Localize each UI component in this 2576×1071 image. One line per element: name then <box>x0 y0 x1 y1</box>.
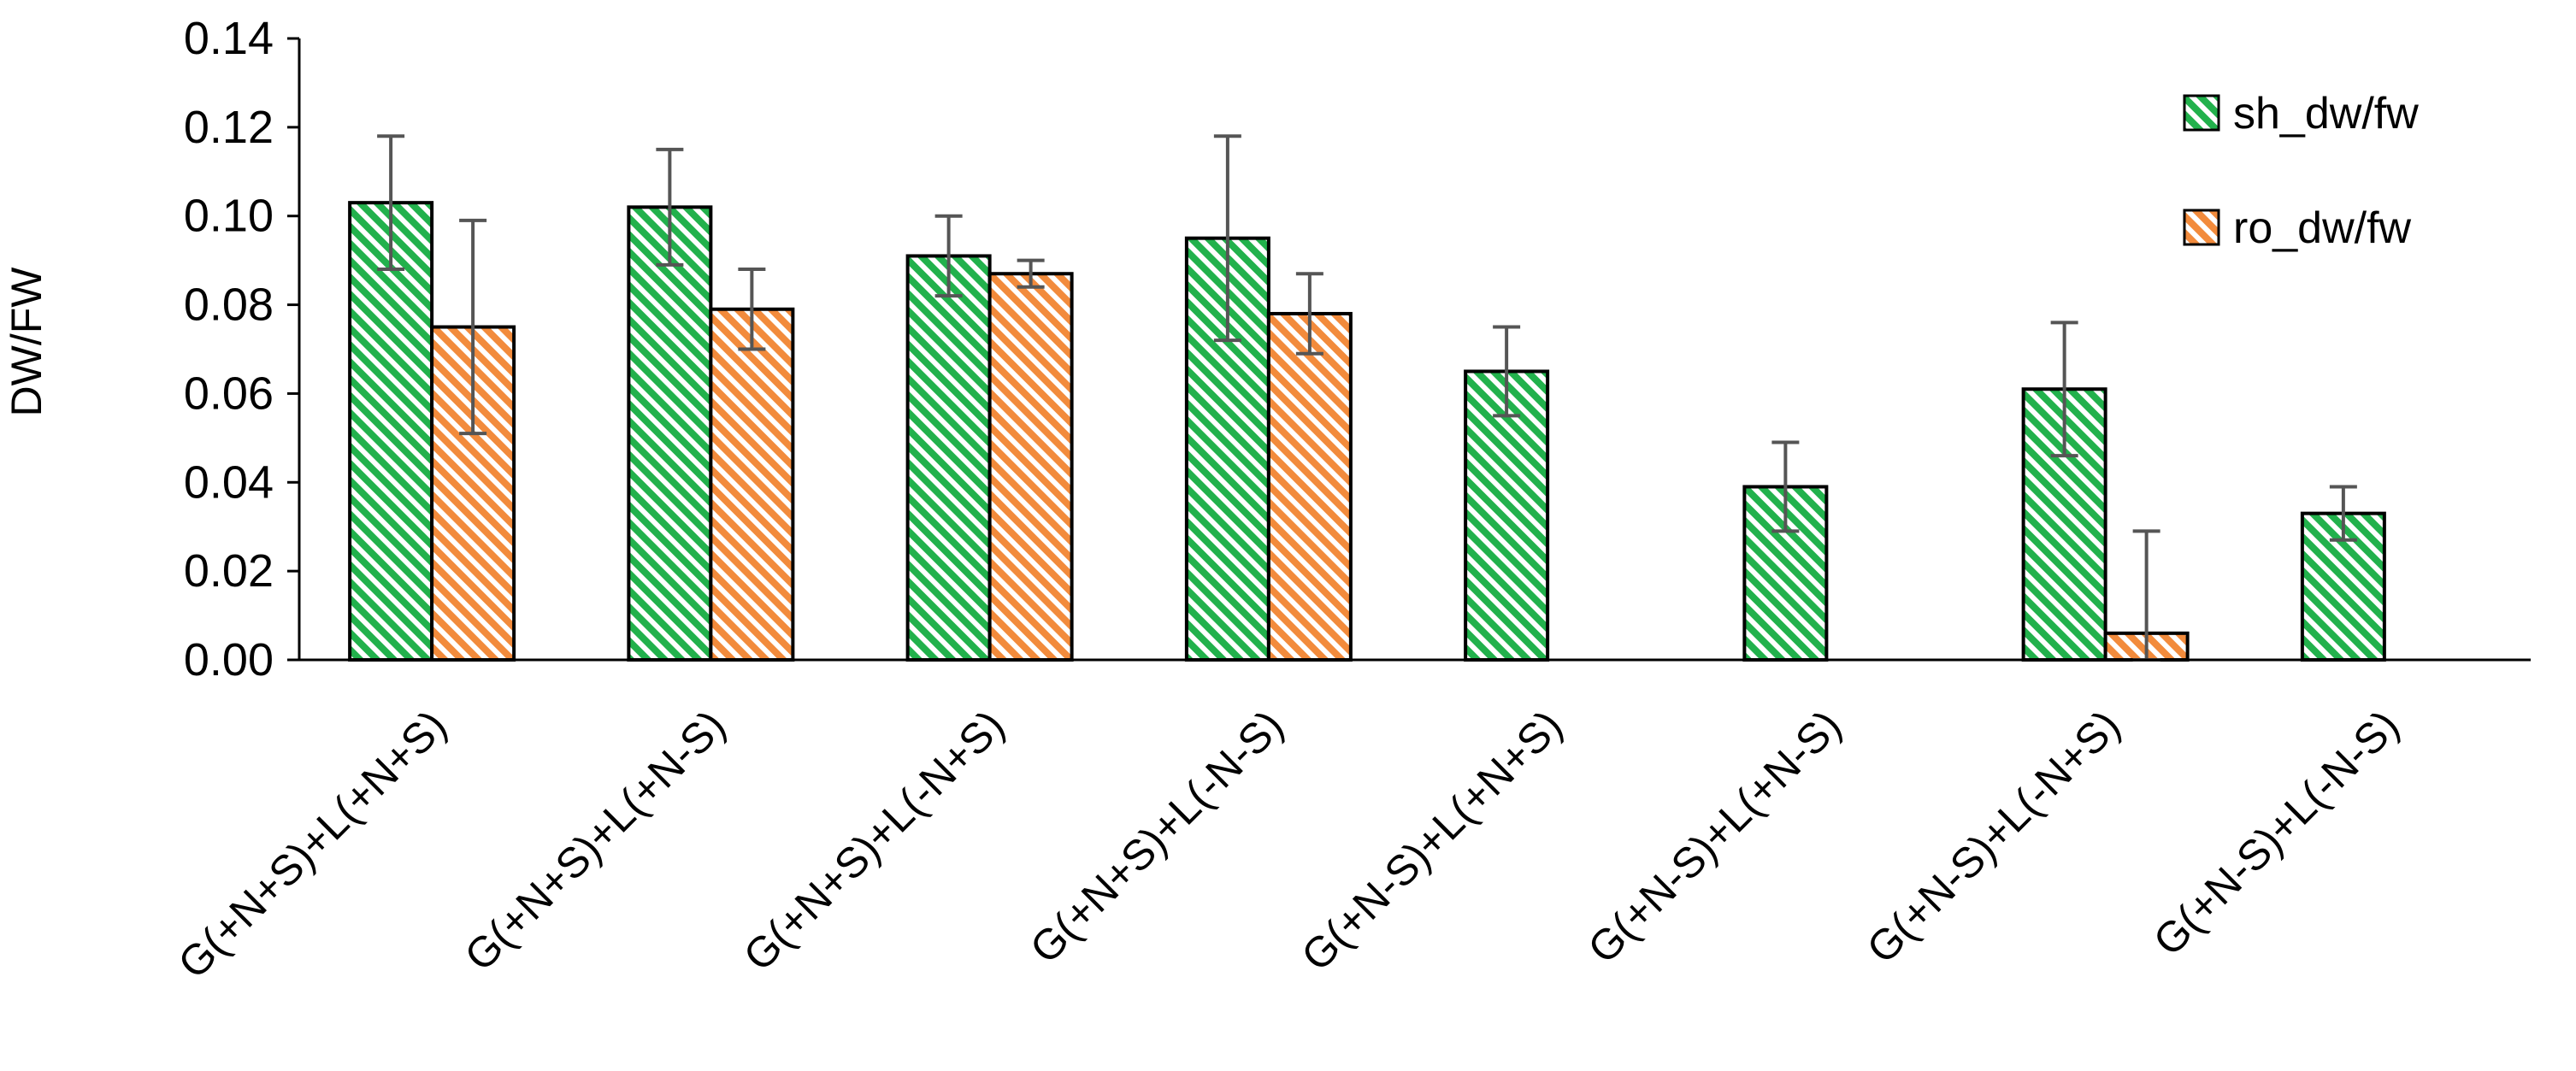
error-bar-sh <box>1493 325 1521 418</box>
bar-ro <box>1266 311 1353 662</box>
bar-ro <box>709 307 795 662</box>
bar-ro <box>987 272 1074 662</box>
error-bar-marks <box>377 134 2357 662</box>
x-category-label: G(+N-S)+L(-N-S) <box>2144 701 2408 965</box>
legend-label-ro: ro_dw/fw <box>2233 203 2412 253</box>
error-bar-ro <box>738 268 766 351</box>
y-tick-label: 0.04 <box>184 456 274 508</box>
error-bar-ro <box>1295 272 1323 356</box>
y-tick-label: 0.02 <box>184 545 274 597</box>
y-axis-ticks: 0.00 0.02 0.04 0.06 0.08 0.10 0.12 0.14 <box>184 13 299 686</box>
bar-marks <box>348 201 2386 662</box>
error-bar-sh <box>1771 440 1800 533</box>
y-tick-label: 0.10 <box>184 191 274 242</box>
bar-sh <box>905 254 992 662</box>
x-category-label: G(+N+S)+L(+N+S) <box>169 701 456 987</box>
error-bar-sh <box>2050 321 2078 458</box>
bar-sh <box>348 201 434 662</box>
x-category-label: G(+N-S)+L(-N+S) <box>1858 701 2130 973</box>
error-bar-ro <box>459 218 487 436</box>
x-axis-labels: G(+N+S)+L(+N+S) G(+N+S)+L(+N-S) G(+N+S)+L(… <box>169 701 2408 987</box>
y-tick-label: 0.06 <box>184 368 274 419</box>
y-axis-title: DW/FW <box>3 267 50 417</box>
error-bar-ro <box>1017 258 1045 289</box>
x-category-label: G(+N-S)+L(+N-S) <box>1579 701 1851 973</box>
error-bar-sh <box>2329 485 2357 542</box>
legend-swatch-ro <box>2183 209 2220 246</box>
legend-swatch-sh <box>2183 94 2220 132</box>
x-category-label: G(+N-S)+L(+N+S) <box>1292 701 1571 980</box>
x-category-label: G(+N+S)+L(-N-S) <box>1021 701 1293 973</box>
x-category-label: G(+N+S)+L(+N-S) <box>456 701 734 980</box>
error-bar-sh <box>377 134 405 272</box>
legend-label-sh: sh_dw/fw <box>2233 89 2419 138</box>
bar-sh <box>1464 369 1550 662</box>
y-tick-label: 0.14 <box>184 13 274 64</box>
bar-sh <box>627 205 713 662</box>
y-tick-label: 0.08 <box>184 280 274 331</box>
error-bar-sh <box>934 214 963 298</box>
x-category-label: G(+N+S)+L(-N+S) <box>734 701 1013 980</box>
error-bar-sh <box>656 147 684 267</box>
y-tick-label: 0.00 <box>184 634 274 686</box>
y-tick-label: 0.12 <box>184 102 274 153</box>
error-bar-sh <box>1213 134 1241 343</box>
legend: sh_dw/fw ro_dw/fw <box>2183 89 2419 253</box>
